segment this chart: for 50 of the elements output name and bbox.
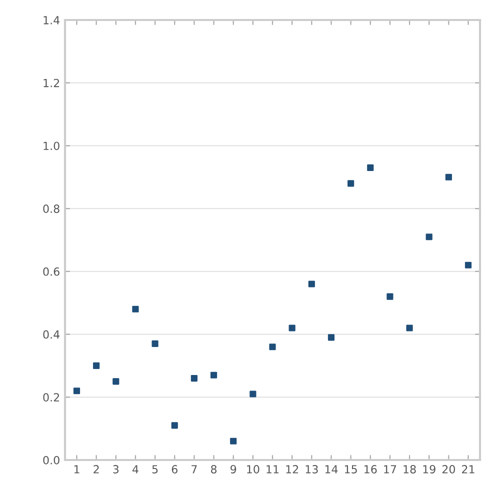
x-tick-label: 6 bbox=[172, 465, 178, 474]
point bbox=[210, 372, 218, 378]
y-tick-label: 0.6 bbox=[43, 267, 60, 276]
point bbox=[386, 293, 394, 300]
x-tick-label: 20 bbox=[442, 465, 456, 474]
x-tick-label: 17 bbox=[384, 465, 396, 474]
point bbox=[406, 324, 413, 332]
point bbox=[73, 388, 80, 394]
x-tick-label: 12 bbox=[286, 465, 298, 474]
x-tick-label: 21 bbox=[462, 465, 474, 474]
y-tick-label: 0.4 bbox=[43, 330, 60, 339]
x-tick-label: 19 bbox=[423, 465, 436, 474]
point bbox=[464, 262, 472, 268]
y-tick-label: 1.2 bbox=[44, 78, 60, 88]
point bbox=[93, 362, 100, 370]
x-tick-label: 14 bbox=[325, 465, 338, 474]
point bbox=[445, 174, 452, 180]
x-tick-label: 4 bbox=[132, 465, 138, 474]
point bbox=[250, 390, 256, 398]
x-tick-label: 10 bbox=[247, 465, 260, 474]
x-tick-label: 7 bbox=[192, 465, 197, 474]
x-tick-label: 9 bbox=[230, 465, 236, 474]
x-tick-label: 8 bbox=[210, 465, 217, 474]
x-tick-label: 3 bbox=[113, 465, 119, 474]
point bbox=[132, 306, 139, 312]
x-tick-label: 15 bbox=[344, 465, 357, 474]
point bbox=[112, 378, 120, 385]
x-tick-label: 1 bbox=[74, 465, 80, 474]
x-tick-label: 16 bbox=[364, 465, 377, 474]
y-tick-label: 0.0 bbox=[43, 456, 60, 464]
x-tick-label: 13 bbox=[306, 465, 318, 474]
y-tick-label: 0.2 bbox=[43, 393, 60, 402]
y-tick-label: 0.8 bbox=[43, 204, 60, 213]
x-tick-label: 11 bbox=[266, 465, 279, 474]
point bbox=[288, 324, 296, 332]
point bbox=[426, 234, 432, 240]
point bbox=[152, 340, 158, 348]
x-tick-label: 18 bbox=[404, 465, 416, 474]
point bbox=[269, 344, 276, 350]
point bbox=[190, 374, 198, 382]
point bbox=[348, 180, 354, 187]
y-tick-label: 1.0 bbox=[44, 142, 60, 150]
point bbox=[367, 164, 374, 172]
point bbox=[328, 334, 335, 341]
x-tick-label: 2 bbox=[94, 465, 99, 474]
point bbox=[171, 422, 178, 429]
x-tick-label: 5 bbox=[152, 465, 158, 474]
point bbox=[230, 438, 237, 444]
point bbox=[308, 280, 315, 288]
y-tick-label: 1.4 bbox=[44, 16, 60, 24]
